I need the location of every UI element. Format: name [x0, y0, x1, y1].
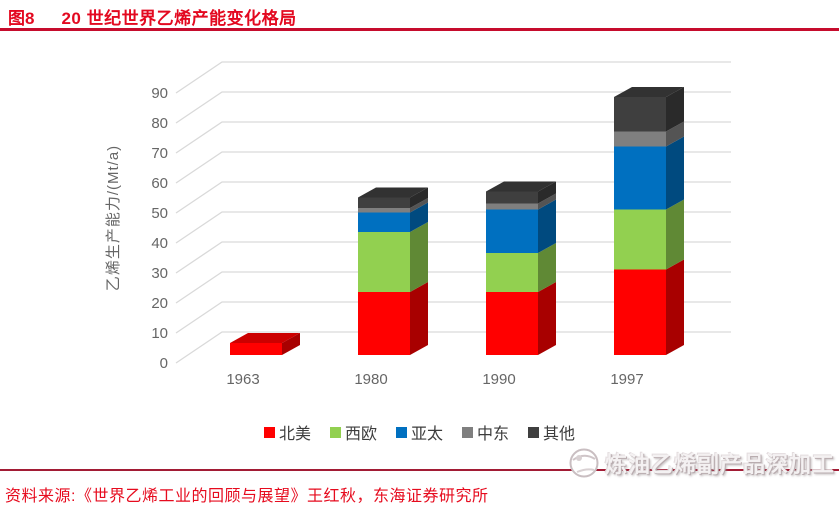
- y-tick-label: 90: [151, 85, 168, 102]
- bar-segment-中东: [358, 208, 410, 213]
- legend-item-中东: 中东: [462, 420, 509, 444]
- bar-segment-其他: [358, 197, 410, 208]
- bar-segment-side-亚太: [410, 202, 428, 232]
- gridline: [175, 211, 731, 244]
- bar-segment-side-亚太: [538, 199, 556, 253]
- x-tick-label: 1980: [354, 371, 387, 388]
- bar-segment-亚太: [486, 209, 538, 253]
- chart-legend: 北美 西欧 亚太 中东 其他: [0, 420, 839, 444]
- legend-item-亚太: 亚太: [395, 420, 443, 444]
- bar-segment-side-其他: [666, 87, 684, 132]
- bar-segment-亚太: [614, 146, 666, 210]
- gridline: [175, 61, 731, 94]
- y-tick-label: 40: [151, 235, 168, 252]
- legend-swatch: [528, 426, 540, 438]
- legend-item-北美: 北美: [263, 420, 311, 444]
- gridline: [175, 301, 731, 334]
- bar-segment-side-西欧: [666, 199, 684, 270]
- gridline: [175, 121, 731, 154]
- bar-top-其他: [358, 187, 428, 198]
- legend-swatch: [329, 426, 341, 438]
- bar-chart: 0 10 20 30 40 50 60 70 80 90 乙烯生产能力/(Mt/a) 1963 1980…: [105, 61, 731, 388]
- gridline: [175, 151, 731, 184]
- legend-label: 北美: [278, 426, 311, 443]
- figure-title: 20 世纪世界乙烯产能变化格局: [61, 9, 297, 28]
- y-tick-label: 60: [151, 175, 168, 192]
- y-tick-label: 10: [151, 325, 168, 342]
- figure-number: 图8: [8, 9, 35, 28]
- y-axis-title: 乙烯生产能力/(Mt/a): [105, 145, 122, 291]
- legend-label: 西欧: [344, 426, 377, 443]
- bar-top-其他: [486, 181, 556, 192]
- bar-segment-北美: [614, 269, 666, 355]
- header-divider: [0, 28, 839, 31]
- bar-segment-side-中东: [410, 198, 428, 213]
- bar-segment-side-西欧: [538, 243, 556, 292]
- figure-header: 图8 20 世纪世界乙烯产能变化格局: [8, 4, 297, 29]
- source-text: 资料来源:《世界乙烯工业的回顾与展望》王红秋，东海证券研究所: [5, 488, 489, 505]
- bar-segment-西欧: [358, 232, 410, 292]
- bar-segment-亚太: [358, 212, 410, 232]
- bar-segment-中东: [486, 203, 538, 210]
- bar-segment-其他: [486, 191, 538, 204]
- bar-segment-side-北美: [282, 333, 300, 355]
- footer-divider: [0, 469, 839, 471]
- gridline: [175, 181, 731, 214]
- bar-segment-其他: [614, 97, 666, 132]
- bar-segment-side-中东: [538, 193, 556, 210]
- bar-segment-北美: [358, 292, 410, 355]
- bar-segment-side-亚太: [666, 136, 684, 210]
- bar-segment-北美: [486, 292, 538, 355]
- bar-segment-side-北美: [410, 282, 428, 355]
- bar-segment-side-中东: [666, 121, 684, 147]
- x-tick-label: 1963: [226, 371, 259, 388]
- legend-item-其他: 其他: [528, 420, 575, 444]
- bar-segment-中东: [614, 131, 666, 147]
- legend-label: 其他: [543, 426, 576, 443]
- bar-segment-side-其他: [410, 187, 428, 208]
- legend-label: 亚太: [410, 426, 443, 443]
- x-tick-label: 1997: [610, 371, 643, 388]
- bar-segment-side-北美: [538, 282, 556, 355]
- bar-top-其他: [614, 87, 684, 97]
- gridline: [175, 271, 731, 304]
- bar-segment-side-北美: [666, 259, 684, 355]
- bar-segment-西欧: [614, 209, 666, 270]
- legend-swatch: [263, 426, 275, 438]
- y-tick-label: 70: [151, 145, 168, 162]
- legend-swatch: [395, 426, 407, 438]
- y-tick-label: 30: [151, 265, 168, 282]
- y-tick-label: 80: [151, 115, 168, 132]
- watermark-text: 炼油乙烯副产品深加工: [604, 452, 835, 477]
- bar-segment-北美: [230, 343, 282, 355]
- swirl-ball-icon: [569, 448, 599, 478]
- gridline: [175, 331, 731, 364]
- watermark: 炼油乙烯副产品深加工: [567, 446, 835, 480]
- bar-segment-side-西欧: [410, 222, 428, 292]
- y-tick-label: 0: [160, 355, 168, 372]
- gridline: [175, 241, 731, 274]
- legend-item-西欧: 西欧: [329, 420, 377, 444]
- bar-top-北美: [230, 333, 300, 343]
- y-tick-label: 50: [151, 205, 168, 222]
- gridline: [175, 91, 731, 124]
- legend-swatch: [462, 426, 473, 438]
- bar-segment-side-其他: [538, 181, 556, 204]
- x-tick-label: 1990: [482, 371, 515, 388]
- bar-segment-西欧: [486, 253, 538, 292]
- y-tick-label: 20: [151, 295, 168, 312]
- legend-label: 中东: [477, 426, 510, 443]
